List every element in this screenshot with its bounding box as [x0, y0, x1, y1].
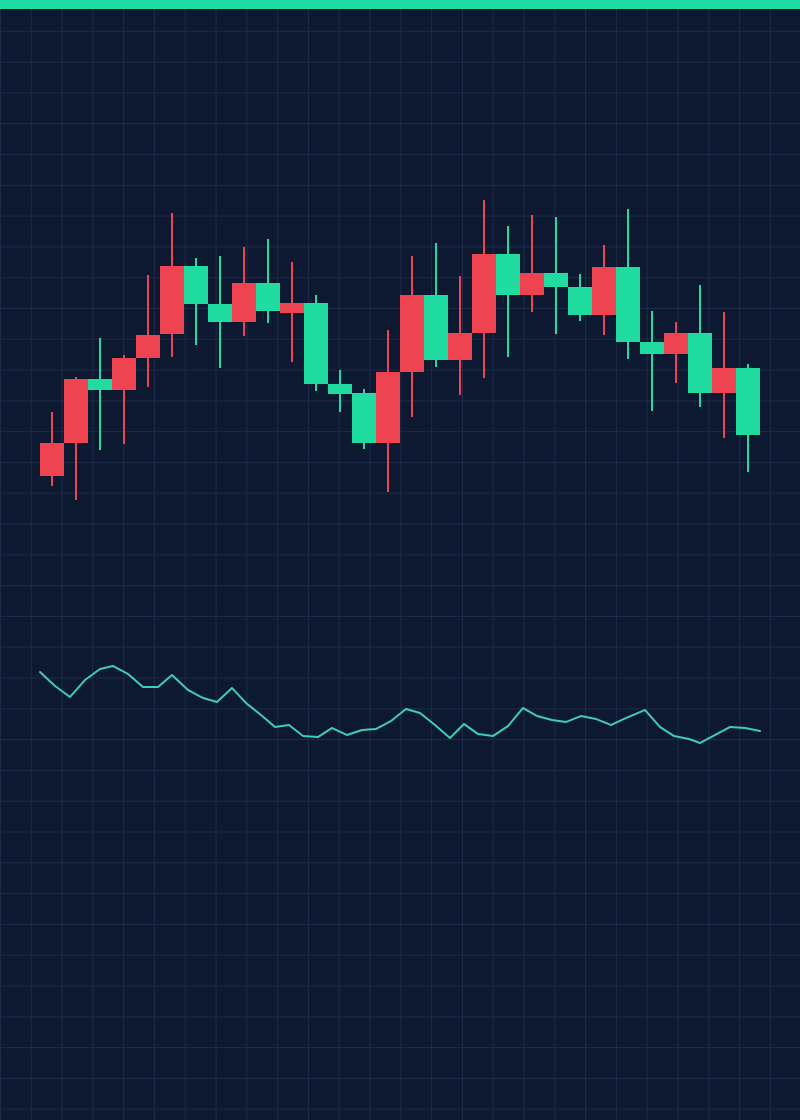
candle-body — [424, 295, 448, 360]
candle-body — [280, 303, 304, 313]
candle-body — [448, 333, 472, 360]
indicator-line-chart — [39, 665, 761, 744]
candle-body — [328, 384, 352, 394]
candle-body — [568, 287, 592, 315]
candle-body — [256, 283, 280, 311]
candle-body — [112, 358, 136, 390]
candle-body — [376, 372, 400, 443]
candle-body — [304, 303, 328, 384]
indicator-line — [39, 665, 761, 744]
candle-body — [352, 393, 376, 443]
top-accent-bar — [0, 0, 800, 9]
candle-body — [88, 379, 112, 390]
candle-body — [520, 273, 544, 295]
candle-body — [736, 368, 760, 435]
candle-body — [640, 342, 664, 354]
candle-body — [184, 266, 208, 304]
candle-body — [472, 254, 496, 333]
candle-body — [400, 295, 424, 372]
candle-body — [544, 273, 568, 287]
candle-body — [40, 443, 64, 476]
candle-body — [64, 379, 88, 443]
candle-body — [232, 283, 256, 322]
candle-body — [136, 335, 160, 358]
candle-body — [160, 266, 184, 334]
candle-body — [592, 267, 616, 315]
candle-body — [712, 368, 736, 393]
candle-body — [496, 254, 520, 295]
candle-body — [208, 304, 232, 322]
candle-body — [688, 333, 712, 393]
candle-body — [616, 267, 640, 342]
candlestick-chart — [40, 200, 760, 500]
candle-body — [664, 333, 688, 354]
